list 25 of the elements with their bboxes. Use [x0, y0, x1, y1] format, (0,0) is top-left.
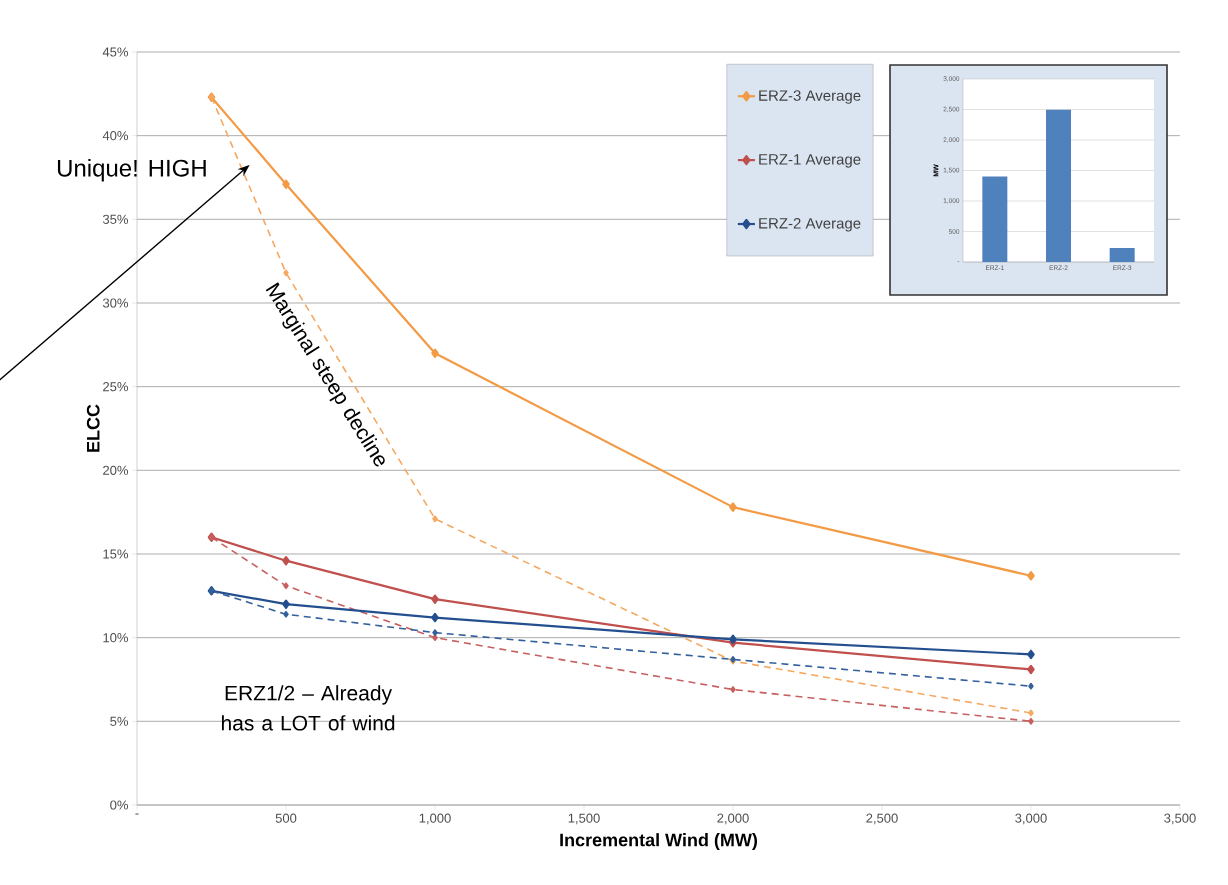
x-tick-label: 1,000: [419, 813, 451, 825]
x-tick-label: 1,500: [568, 813, 600, 825]
y-tick-label: 25%: [103, 382, 129, 392]
y-tick-label: 35%: [102, 214, 129, 224]
y-tick-label: 0%: [110, 800, 129, 810]
y-tick-label: 45%: [102, 47, 129, 57]
x-tick-label: 500: [275, 813, 297, 823]
y-tick-label: 30%: [102, 298, 129, 308]
legend-label: ERZ-1 Average: [759, 154, 861, 168]
legend-label: ERZ-3 Average: [759, 90, 861, 104]
x-tick-label: -: [135, 813, 139, 815]
y-tick-label: 40%: [102, 131, 129, 141]
legend-label: ERZ-2 Average: [759, 218, 861, 232]
annotation: ERZ1/2 – Already has a LOT of wind: [221, 685, 395, 731]
x-tick-label: 2,500: [866, 813, 898, 825]
x-axis-title: Incremental Wind (MW): [560, 833, 757, 850]
x-tick-label: 3,500: [1164, 813, 1196, 825]
x-tick-label: 2,000: [717, 813, 749, 825]
y-axis-title: ELCC: [86, 404, 100, 452]
y-tick-label: 15%: [103, 549, 129, 559]
y-tick-label: 5%: [110, 716, 129, 726]
y-tick-label: 10%: [103, 633, 129, 643]
x-tick-label: 3,000: [1015, 813, 1047, 825]
annotation: Unique! HIGH: [57, 159, 206, 182]
y-tick-label: 20%: [103, 465, 129, 475]
